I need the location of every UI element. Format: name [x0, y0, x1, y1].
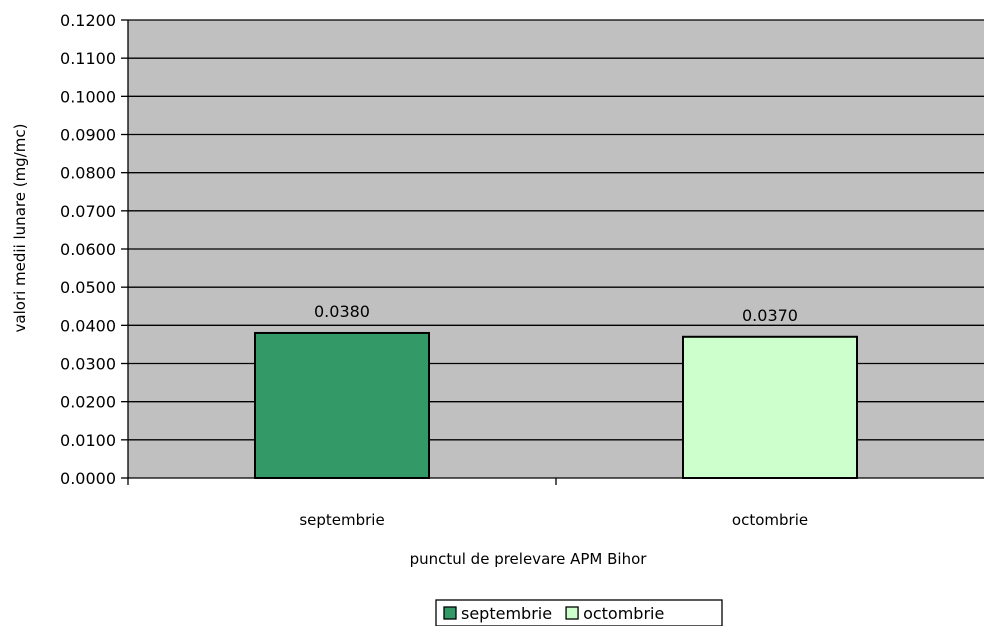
data-labels: 0.0380 0.0370: [314, 302, 798, 325]
y-axis: 0.0000 0.0100 0.0200 0.0300 0.0400 0.0500 0.06…: [60, 11, 129, 488]
category-label-septembrie: septembrie: [299, 511, 384, 529]
x-axis-title: punctul de prelevare APM Bihor: [410, 550, 648, 568]
y-tick-label: 0.0500: [60, 278, 116, 297]
y-tick-label: 0.0800: [60, 164, 116, 183]
y-tick-label: 0.1000: [60, 87, 116, 106]
legend-label-octombrie: octombrie: [583, 604, 664, 623]
y-tick-label: 0.0300: [60, 355, 116, 374]
y-tick-label: 0.0200: [60, 393, 116, 412]
y-tick-label: 0.1200: [60, 11, 116, 30]
y-tick-label: 0.0100: [60, 431, 116, 450]
bar-septembrie: [254, 331, 430, 480]
y-tick-label: 0.0400: [60, 316, 116, 335]
data-label-octombrie: 0.0370: [742, 306, 798, 325]
bar-octombrie: [682, 335, 858, 479]
y-tick-label: 0.1100: [60, 49, 116, 68]
legend-swatch-octombrie: [565, 606, 579, 620]
y-axis-title: valori medii lunare (mg/mc): [11, 124, 29, 333]
category-label-octombrie: octombrie: [732, 511, 808, 529]
legend-label-septembrie: septembrie: [461, 604, 552, 623]
y-tick-label: 0.0000: [60, 469, 116, 488]
legend: septembrie octombrie: [435, 599, 723, 626]
legend-box: [435, 599, 723, 626]
data-label-septembrie: 0.0380: [314, 302, 370, 321]
legend-swatch-septembrie: [443, 606, 457, 620]
bars: [254, 331, 858, 480]
y-tick-label: 0.0600: [60, 240, 116, 259]
y-tick-label: 0.0700: [60, 202, 116, 221]
y-tick-label: 0.0900: [60, 126, 116, 145]
x-axis: [127, 477, 984, 485]
category-labels: septembrie octombrie: [299, 511, 808, 529]
